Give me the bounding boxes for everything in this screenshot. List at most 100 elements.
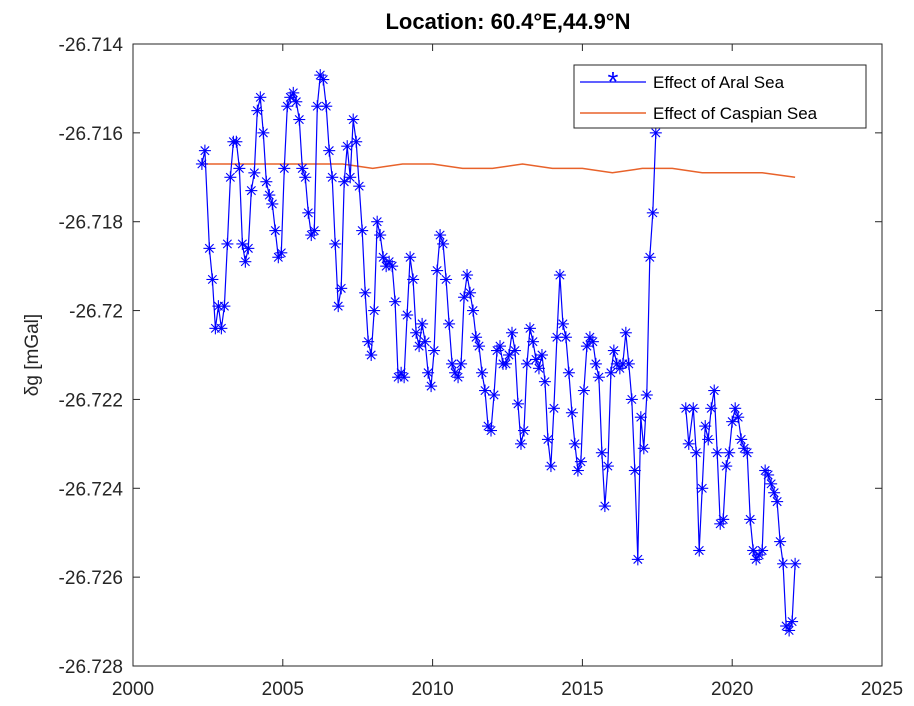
data-point-aral <box>723 446 736 459</box>
data-point-aral <box>532 362 545 375</box>
data-point-aral <box>762 468 775 481</box>
data-point-aral <box>494 340 507 353</box>
data-point-aral <box>643 251 656 264</box>
data-point-aral <box>434 229 447 242</box>
data-point-aral <box>535 349 548 361</box>
y-tick-label: -26.718 <box>59 213 123 234</box>
data-point-aral <box>356 224 369 237</box>
x-tick-label: 2020 <box>711 679 753 700</box>
series-layer <box>195 69 802 637</box>
legend-box <box>573 64 867 129</box>
data-point-aral <box>440 273 453 286</box>
data-point-aral <box>452 371 465 384</box>
data-point-aral <box>571 464 584 477</box>
data-point-aral <box>344 171 357 184</box>
x-tick-label: 2005 <box>262 679 304 700</box>
data-point-aral <box>278 162 291 175</box>
data-point-aral <box>526 335 539 348</box>
data-point-aral <box>302 206 315 219</box>
data-point-aral <box>368 304 381 317</box>
data-point-aral <box>786 615 799 628</box>
data-point-aral <box>732 411 745 424</box>
data-point-aral <box>299 171 312 184</box>
data-point-aral <box>702 433 715 446</box>
data-point-aral <box>428 344 441 357</box>
data-point-aral <box>601 460 614 473</box>
data-point-aral <box>640 388 653 401</box>
data-point-aral <box>320 100 333 113</box>
data-point-aral <box>335 282 348 295</box>
data-point-aral <box>473 340 486 353</box>
data-point-aral <box>541 433 554 446</box>
data-point-aral <box>362 335 375 348</box>
data-point-aral <box>756 544 769 557</box>
data-point-aral <box>317 73 330 86</box>
data-point-aral <box>341 140 354 153</box>
data-point-aral <box>711 446 724 459</box>
data-point-aral <box>266 197 279 210</box>
data-point-aral <box>508 344 521 357</box>
data-point-aral <box>326 171 339 184</box>
data-point-aral <box>607 344 620 357</box>
data-point-aral <box>254 91 267 104</box>
data-point-aral <box>431 264 444 277</box>
data-point-aral <box>741 446 754 459</box>
data-point-aral <box>296 162 309 175</box>
data-point-aral <box>589 357 602 370</box>
axis-ticks: 2000 2005 2010 2015 2020 2025 -26.714 -26.716 -2… <box>59 35 904 700</box>
data-point-aral <box>245 184 258 197</box>
data-point-aral <box>467 304 480 317</box>
y-tick-label: -26.724 <box>59 479 124 500</box>
data-point-aral <box>500 357 513 370</box>
data-point-aral <box>547 402 560 415</box>
data-point-aral <box>586 335 599 348</box>
data-point-aral <box>729 402 742 415</box>
data-point-aral <box>257 126 270 139</box>
data-point-aral <box>275 246 288 259</box>
data-point-aral <box>224 171 237 184</box>
data-point-aral <box>574 455 587 468</box>
data-point-aral <box>374 229 387 242</box>
y-tick-label: -26.728 <box>59 657 123 678</box>
data-point-aral <box>726 415 739 428</box>
data-point-aral <box>323 144 336 157</box>
chart-title: Location: 60.4°E,44.9°N <box>385 9 630 34</box>
data-point-aral <box>422 366 435 379</box>
data-point-aral <box>329 237 342 250</box>
data-point-aral <box>744 513 757 526</box>
data-point-aral <box>455 357 468 370</box>
data-point-aral <box>350 135 363 148</box>
data-point-aral <box>696 482 709 495</box>
data-point-aral <box>479 384 492 397</box>
data-point-aral <box>260 175 273 188</box>
data-point-aral <box>646 206 659 219</box>
data-point-aral <box>649 126 662 139</box>
data-point-aral <box>682 437 695 450</box>
data-point-aral <box>598 500 611 513</box>
data-point-aral <box>425 380 438 393</box>
data-point-aral <box>293 113 306 126</box>
data-point-aral <box>407 273 420 286</box>
data-point-aral <box>705 402 718 415</box>
data-point-aral <box>203 242 216 255</box>
data-point-aral <box>637 442 650 455</box>
y-tick-label: -26.716 <box>59 124 123 145</box>
x-tick-label: 2010 <box>411 679 453 700</box>
data-point-aral <box>505 326 518 339</box>
data-point-aral <box>386 260 399 273</box>
data-point-aral <box>221 237 234 250</box>
data-point-aral <box>416 317 429 330</box>
data-point-aral <box>404 251 417 264</box>
y-tick-label: -26.72 <box>69 302 123 323</box>
data-point-aral <box>488 388 501 401</box>
data-point-aral <box>517 424 530 437</box>
legend-caspian-label: Effect of Caspian Sea <box>653 104 818 123</box>
data-point-aral <box>464 286 477 299</box>
data-point-aral <box>206 273 219 286</box>
data-point-aral <box>634 411 647 424</box>
data-point-aral <box>774 535 787 548</box>
x-tick-label: 2000 <box>112 679 154 700</box>
data-point-aral <box>568 437 581 450</box>
y-tick-label: -26.726 <box>59 568 123 589</box>
data-point-aral <box>604 366 617 379</box>
